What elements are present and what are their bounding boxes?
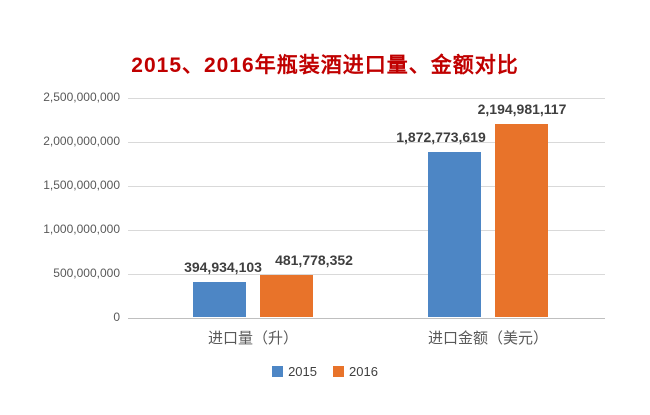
legend-item-2016: 2016 <box>333 364 378 379</box>
bar-2016-category-0 <box>260 275 313 317</box>
legend-item-2015: 2015 <box>272 364 317 379</box>
data-label-2016-category-0: 481,778,352 <box>275 252 353 268</box>
x-axis-line <box>128 318 605 319</box>
y-tick-label: 500,000,000 <box>53 266 120 280</box>
gridline <box>128 186 605 187</box>
data-label-2015-category-1: 1,872,773,619 <box>396 129 486 145</box>
data-label-2015-category-0: 394,934,103 <box>184 259 262 275</box>
y-tick-label: 0 <box>113 310 120 324</box>
data-label-2016-category-1: 2,194,981,117 <box>477 101 567 117</box>
y-tick-label: 2,500,000,000 <box>43 90 120 104</box>
chart-title: 2015、2016年瓶装酒进口量、金额对比 <box>131 54 519 77</box>
x-category-label-1: 进口金额（美元） <box>427 330 549 347</box>
legend-label-2016: 2016 <box>349 364 378 379</box>
legend-swatch-icon-2015 <box>272 366 284 377</box>
gridline <box>128 98 605 99</box>
x-category-label-0: 进口量（升） <box>207 330 299 347</box>
legend-swatch-icon-2016 <box>333 366 344 377</box>
bar-2015-category-1 <box>428 152 481 317</box>
gridline <box>128 142 605 143</box>
y-tick-label: 1,000,000,000 <box>43 222 120 236</box>
plot-area: 394,934,103 481,778,352 1,872,773,619 2,194… <box>128 98 605 319</box>
legend: 2015 2016 <box>0 364 650 379</box>
bar-2016-category-1 <box>495 124 548 317</box>
y-tick-label: 2,000,000,000 <box>43 134 120 148</box>
bar-2015-category-0 <box>193 282 246 317</box>
legend-label-2015: 2015 <box>288 364 317 379</box>
gridline <box>128 274 605 275</box>
y-tick-label: 1,500,000,000 <box>43 178 120 192</box>
gridline <box>128 230 605 231</box>
x-axis-category-labels: 进口量（升） 进口金额（美元） <box>0 327 650 349</box>
